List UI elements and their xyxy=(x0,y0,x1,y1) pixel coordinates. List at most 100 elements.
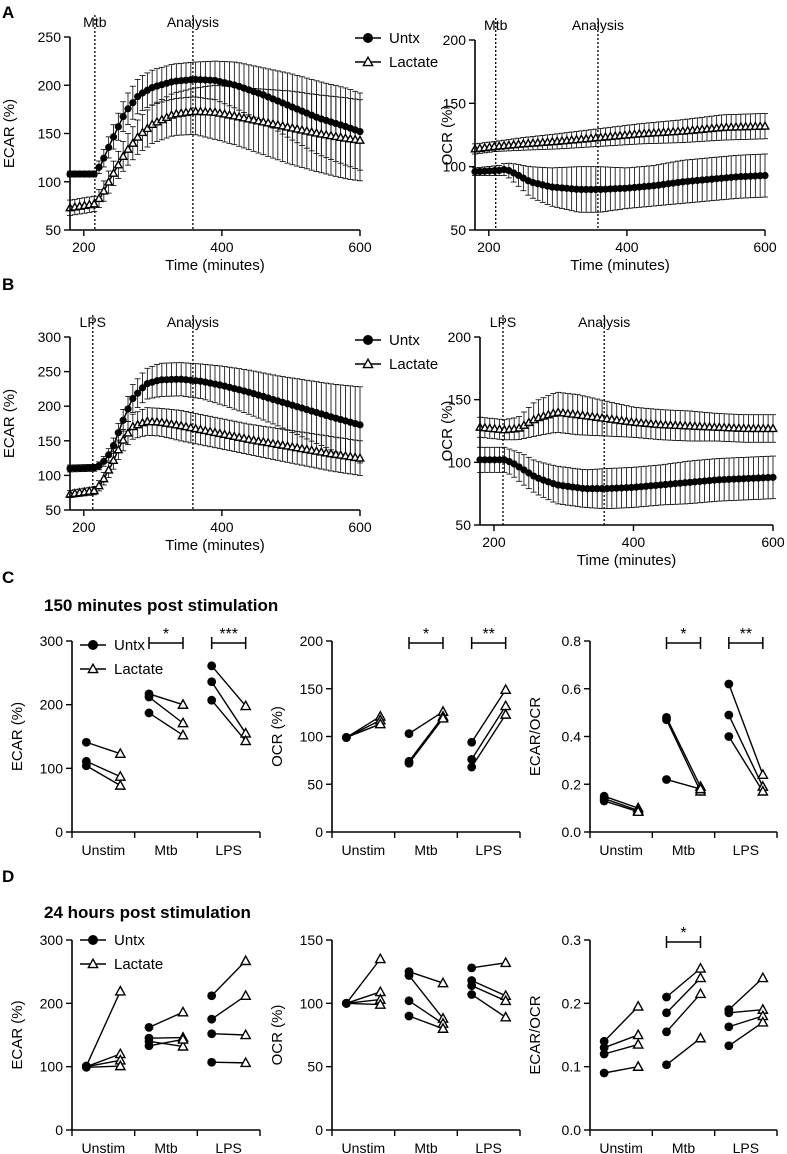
y-axis-label: ECAR (%) xyxy=(1,389,18,458)
lactate-point xyxy=(239,734,252,746)
x-tick-label: 400 xyxy=(210,519,234,535)
pair-line xyxy=(211,1061,246,1064)
group-mtb xyxy=(404,705,449,768)
pair-line xyxy=(728,736,764,792)
legend-label: Untx xyxy=(389,30,420,47)
pair-line xyxy=(211,995,247,1020)
y-axis-label: OCR (%) xyxy=(269,1005,286,1066)
untx-point xyxy=(599,796,609,806)
lactate-point xyxy=(499,683,512,694)
data-point xyxy=(95,462,103,470)
group-lps xyxy=(724,679,769,796)
pair-line xyxy=(211,960,247,997)
x-tick-label: 200 xyxy=(482,534,506,550)
legend: Untx Lactate xyxy=(80,932,163,973)
lactate-point xyxy=(114,747,127,758)
lactate-point xyxy=(632,1028,644,1040)
x-axis-label: Time (minutes) xyxy=(165,257,264,274)
significance-label: * xyxy=(163,626,169,643)
untx-point xyxy=(662,992,671,1002)
significance-bracket: * xyxy=(665,925,702,948)
section-title-d: 24 hours post stimulation xyxy=(44,903,251,922)
y-tick-label: 50 xyxy=(45,222,61,238)
x-tick-label: 400 xyxy=(622,534,646,550)
legend-marker xyxy=(363,33,373,43)
y-tick-label: 50 xyxy=(450,222,466,238)
untx-point xyxy=(207,1014,217,1024)
category-label: Mtb xyxy=(672,1140,696,1154)
untx-point xyxy=(207,1057,217,1067)
untx-point xyxy=(662,1060,671,1070)
lactate-point xyxy=(632,1060,644,1071)
y-tick-label: 0 xyxy=(55,1122,63,1138)
lactate-point xyxy=(177,698,189,709)
untx-point xyxy=(144,708,154,718)
legend-label: Lactate xyxy=(389,54,438,71)
pair-line xyxy=(85,991,121,1067)
y-tick-label: 200 xyxy=(300,633,324,649)
data-point xyxy=(138,384,147,392)
pair-line xyxy=(86,760,121,778)
group-unstim xyxy=(599,791,644,816)
y-tick-label: 100 xyxy=(448,454,472,470)
pair-line xyxy=(471,714,507,768)
x-tick-label: 200 xyxy=(477,239,501,255)
y-tick-label: 50 xyxy=(307,1059,323,1075)
pair-line xyxy=(728,1015,764,1028)
lactate-point xyxy=(757,1016,769,1027)
event-label: Analysis xyxy=(167,14,219,30)
group-unstim xyxy=(81,737,127,790)
y-tick-label: 300 xyxy=(40,633,64,649)
data-point xyxy=(89,485,100,495)
pair-line xyxy=(665,993,702,1033)
panel-label-c: C xyxy=(2,568,14,587)
category-label: Unstim xyxy=(82,1140,126,1154)
data-point xyxy=(100,154,108,162)
lactate-point xyxy=(239,1028,252,1040)
chart-d-ocr: 0 50 100 150 OCR (%) Unstim Mtb LPS xyxy=(269,932,521,1154)
pair-line xyxy=(211,1033,246,1036)
lactate-point xyxy=(632,805,644,816)
untx-point xyxy=(207,677,217,687)
series-lactate xyxy=(65,407,365,498)
significance-bracket: * xyxy=(665,626,702,649)
data-point xyxy=(118,151,129,161)
data-point xyxy=(769,473,777,481)
data-point xyxy=(103,176,114,186)
data-point xyxy=(124,405,132,413)
event-label: LPS xyxy=(490,314,516,330)
pair-line xyxy=(471,979,506,997)
category-label: LPS xyxy=(733,842,759,858)
legend-marker xyxy=(88,935,98,945)
data-point xyxy=(109,133,118,141)
y-tick-label: 0 xyxy=(55,824,63,840)
lactate-point xyxy=(114,779,127,790)
pair-line xyxy=(211,681,247,734)
lactate-point xyxy=(177,728,189,740)
chart-a-ocr: Mtb Analysis 50 100 150 200 OCR (%) 200 400 600 Ti… xyxy=(439,17,777,274)
category-label: Unstim xyxy=(342,1140,386,1154)
significance-bracket: ** xyxy=(470,626,507,649)
series-untx xyxy=(471,153,769,213)
untx-point xyxy=(144,1041,154,1051)
pair-line xyxy=(603,797,639,812)
y-tick-label: 200 xyxy=(40,995,64,1011)
y-tick-label: 100 xyxy=(443,159,467,175)
event-label: LPS xyxy=(80,314,106,330)
lactate-point xyxy=(437,712,449,723)
pair-line xyxy=(346,1002,381,1006)
untx-point xyxy=(341,733,351,742)
data-point xyxy=(108,455,119,465)
y-tick-label: 100 xyxy=(300,995,324,1011)
data-point xyxy=(355,452,365,462)
lactate-point xyxy=(177,1005,189,1017)
significance-bracket: * xyxy=(148,626,184,649)
pair-line xyxy=(408,971,444,984)
pair-line xyxy=(471,705,507,760)
lactate-point xyxy=(499,708,512,719)
category-label: Mtb xyxy=(414,1140,438,1154)
lactate-point xyxy=(694,987,707,999)
chart-b-ecar: LPS Analysis 50 100 150 200 250 300 ECAR (%) 200 4… xyxy=(1,314,438,554)
untx-point xyxy=(467,981,477,990)
category-label: Mtb xyxy=(672,842,696,858)
